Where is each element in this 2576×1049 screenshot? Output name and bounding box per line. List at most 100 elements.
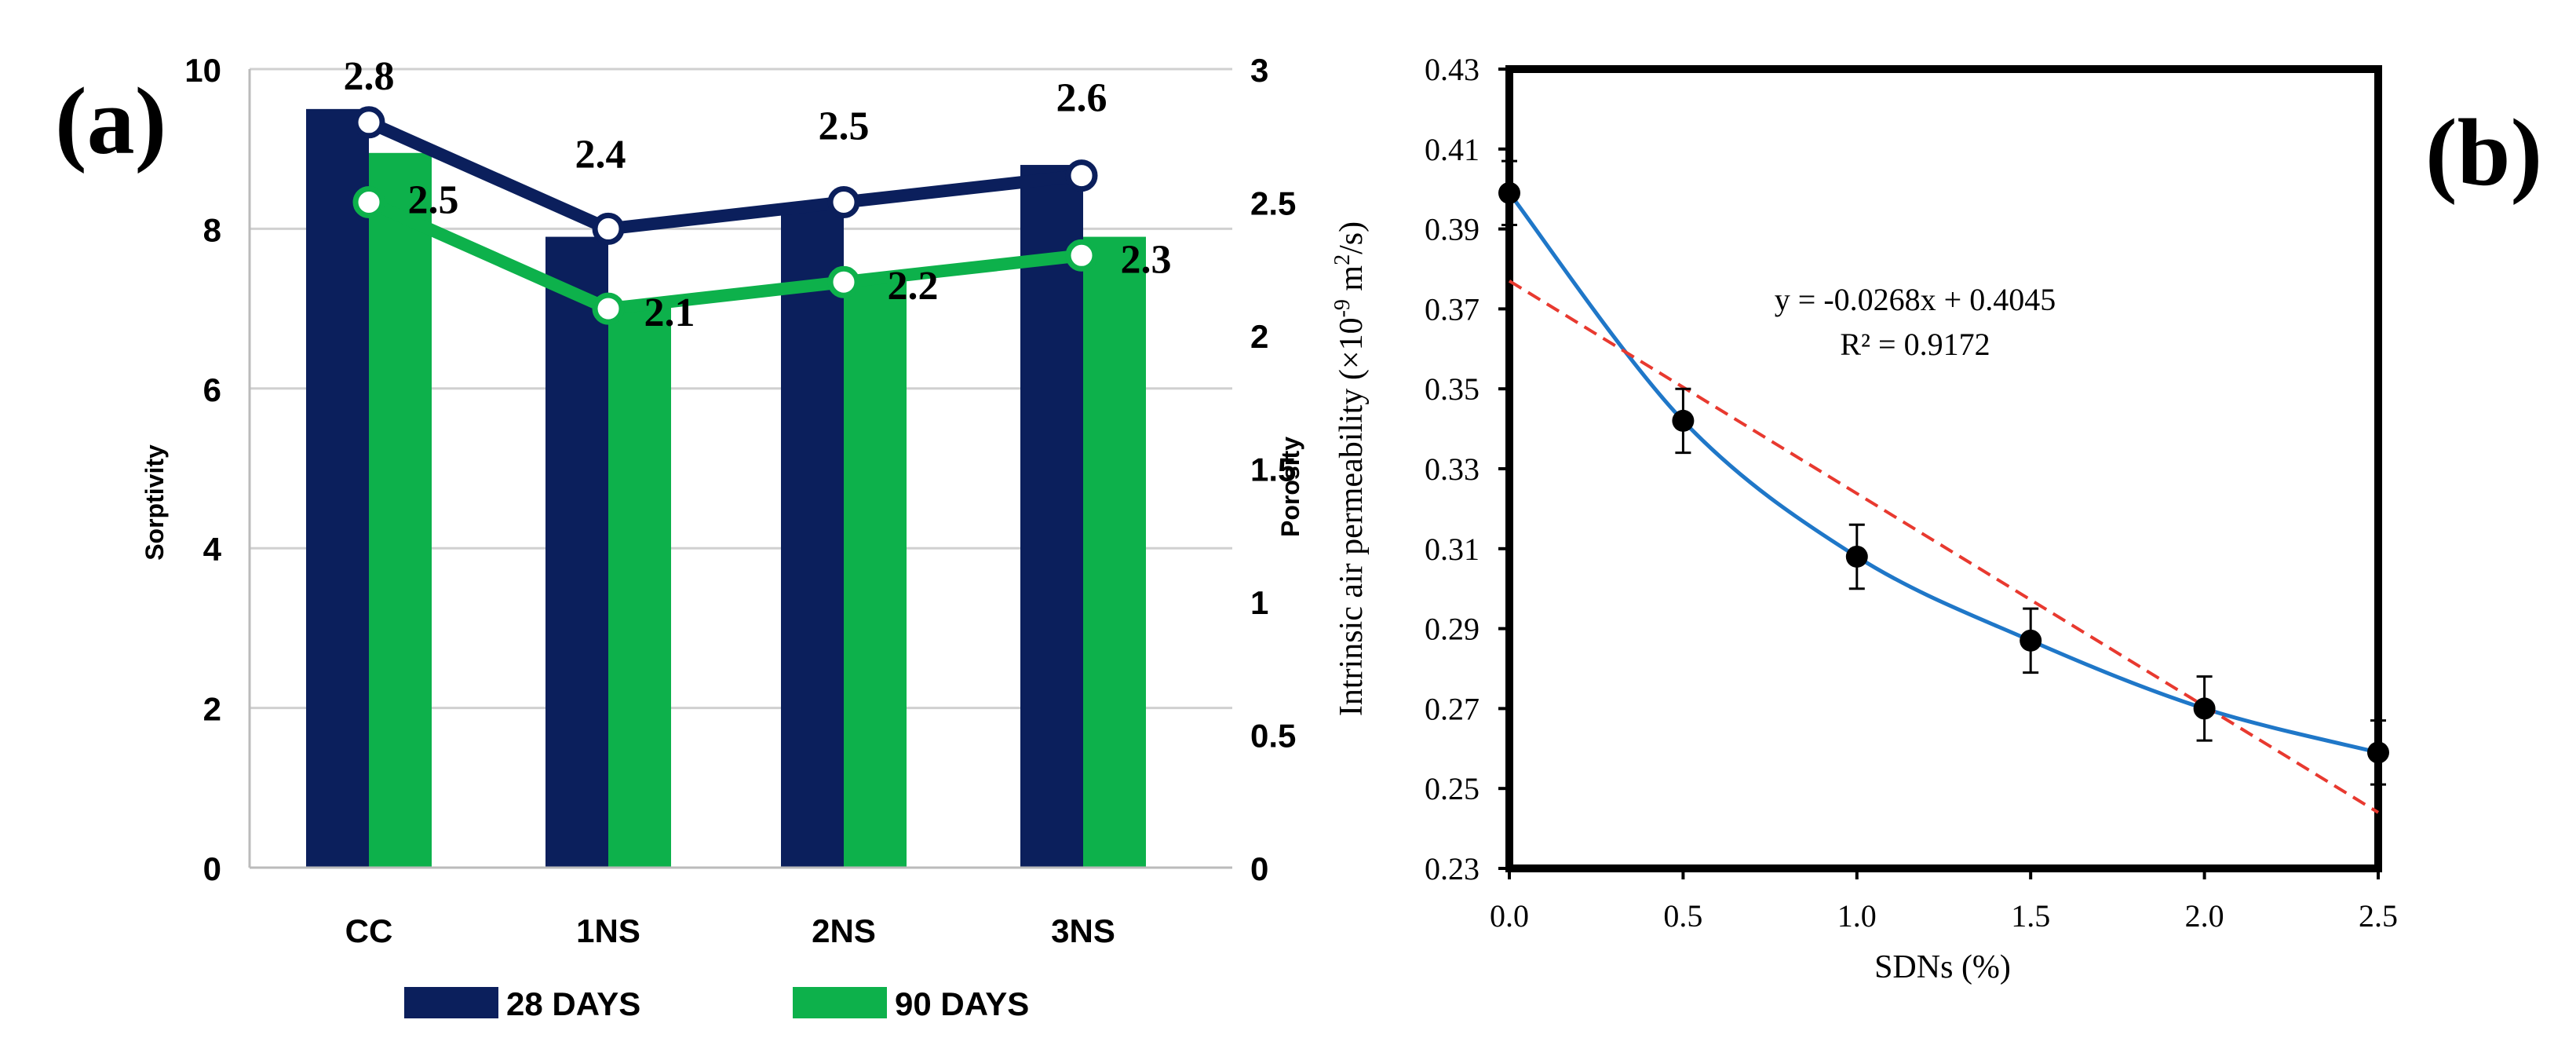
b-y-tick-label: 0.43 (1425, 52, 1480, 87)
a-x-tick-labels: CC 1NS 2NS 3NS (345, 912, 1115, 949)
a-y2-tick-label: 2 (1250, 318, 1268, 355)
a-y2-axis-title: Porosity (1276, 437, 1304, 537)
a-lines (352, 106, 1098, 325)
b-y-tick-label: 0.33 (1425, 451, 1480, 487)
b-y-axis-title-main: Intrinsic air permeability (×10 (1334, 317, 1370, 716)
a-y2-tick-label: 0.5 (1250, 718, 1296, 755)
b-curves (1508, 192, 2380, 814)
legend-swatch-90-days (793, 987, 887, 1018)
a-y-tick-label: 10 (184, 52, 221, 89)
a-bar-90-days (608, 300, 671, 868)
a-y-tick-label: 4 (203, 531, 222, 568)
b-y-axis-title-sup: -9 (1330, 299, 1355, 317)
panel-label-b: (b) (2425, 100, 2542, 206)
b-y-tick-label: 0.41 (1425, 132, 1480, 167)
a-y2-tick-label: 3 (1250, 52, 1268, 89)
a-bar-28-days (781, 204, 844, 868)
a-y-tick-labels: 0 2 4 6 8 10 (184, 52, 221, 887)
a-x-tick-label: 1NS (576, 912, 640, 949)
a-data-label-28-days: 2.4 (575, 132, 626, 177)
a-y2-tick-label: 1.5 (1250, 451, 1296, 488)
b-trendline (1508, 280, 2380, 814)
a-line-marker (1065, 239, 1098, 272)
a-line-marker (352, 106, 385, 139)
a-x-tick-label: 2NS (812, 912, 876, 949)
a-y2-tick-labels: 0 0.5 1 1.5 2 2.5 3 (1250, 52, 1296, 887)
a-line-marker (592, 292, 625, 325)
a-y-tick-label: 2 (203, 691, 221, 728)
b-equation: y = -0.0268x + 0.4045 (1775, 282, 2056, 317)
a-data-label-28-days: 2.5 (819, 104, 870, 149)
b-x-tick-label: 1.5 (2011, 898, 2050, 934)
a-y-axis-title: Sorptivity (140, 444, 169, 561)
b-x-ticks: 0.0 0.5 1.0 1.5 2.0 2.5 (1490, 868, 2398, 934)
a-y-tick-label: 6 (203, 371, 221, 408)
b-x-tick-label: 0.5 (1663, 898, 1702, 934)
b-r-squared: R² = 0.9172 (1840, 327, 1990, 362)
legend-swatch-28-days (404, 987, 498, 1018)
legend-label-28-days: 28 DAYS (506, 985, 640, 1022)
a-axes (248, 69, 1232, 869)
a-line-marker (1065, 159, 1098, 192)
b-x-tick-label: 0.0 (1490, 898, 1529, 934)
b-data-point (1845, 545, 1868, 568)
b-x-axis-title: SDNs (%) (1874, 949, 2011, 985)
b-y-axis-title-end: /s) (1334, 221, 1370, 254)
panel-label-a: (a) (55, 68, 166, 174)
b-data-point (1498, 181, 1520, 204)
a-line-marker (827, 265, 860, 298)
a-line-marker (592, 212, 625, 245)
a-y-tick-label: 8 (203, 211, 221, 248)
b-y-tick-label: 0.37 (1425, 291, 1480, 327)
a-bar-90-days (844, 276, 907, 868)
b-y-axis-title: Intrinsic air permeability (×10-9 m2/s) (1330, 221, 1370, 716)
b-x-tick-label: 2.0 (2185, 898, 2224, 934)
b-x-tick-label: 1.0 (1837, 898, 1877, 934)
a-x-tick-label: CC (345, 912, 393, 949)
b-y-tick-label: 0.31 (1425, 532, 1480, 567)
b-data-point (2020, 629, 2042, 652)
a-data-labels: 2.8 2.4 2.5 2.6 2.5 2.1 2.2 2.3 (344, 54, 1172, 335)
a-bar-28-days (545, 236, 608, 868)
a-bar-90-days (369, 152, 432, 868)
a-data-label-28-days: 2.8 (344, 54, 395, 99)
chart-b: 0.23 0.25 0.27 0.29 0.31 0.33 0.35 0.37 0.39 0.41… (1330, 52, 2398, 985)
b-y-tick-label: 0.35 (1425, 371, 1480, 407)
a-bars (306, 108, 1146, 868)
a-bar-28-days (306, 108, 369, 868)
a-data-label-90-days: 2.5 (408, 178, 459, 223)
a-data-label-28-days: 2.6 (1056, 76, 1107, 121)
b-x-tick-label: 2.5 (2359, 898, 2398, 934)
b-y-tick-label: 0.25 (1425, 771, 1480, 806)
b-fit-curve (1508, 192, 2379, 755)
a-data-label-90-days: 2.2 (888, 264, 939, 309)
a-line-28-days (366, 116, 1082, 236)
b-plot-frame (1505, 65, 2382, 872)
legend-label-90-days: 90 DAYS (895, 985, 1029, 1022)
b-y-tick-label: 0.29 (1425, 612, 1480, 647)
b-y-ticks: 0.23 0.25 0.27 0.29 0.31 0.33 0.35 0.37 0.39 0.41… (1425, 52, 1509, 886)
a-y2-tick-label: 0 (1250, 850, 1268, 887)
a-line-marker (827, 186, 860, 218)
b-y-axis-title-sup2: 2 (1330, 254, 1355, 265)
a-data-label-90-days: 2.3 (1121, 237, 1172, 282)
b-y-tick-label: 0.27 (1425, 691, 1480, 726)
b-y-tick-label: 0.39 (1425, 212, 1480, 247)
a-y2-tick-label: 1 (1250, 584, 1268, 621)
a-line-90-days (366, 196, 1082, 316)
a-data-label-90-days: 2.1 (644, 291, 695, 335)
b-y-axis-title-mid: m (1334, 265, 1370, 300)
b-data-point (2193, 697, 2216, 720)
a-y-tick-label: 0 (203, 850, 221, 887)
a-x-tick-label: 3NS (1051, 912, 1115, 949)
b-y-tick-label: 0.23 (1425, 851, 1480, 886)
b-points (1498, 159, 2389, 786)
a-y2-tick-label: 2.5 (1250, 185, 1296, 222)
a-bar-28-days (1020, 165, 1083, 868)
b-data-point (1672, 409, 1695, 432)
b-data-point (2367, 741, 2389, 764)
chart-a: 0 2 4 6 8 10 0 0.5 1 1.5 2 2.5 3 CC 1NS 2NS 3NS 2.8 2.4… (140, 52, 1304, 1022)
a-line-marker (352, 186, 385, 218)
a-bar-90-days (1083, 236, 1146, 868)
